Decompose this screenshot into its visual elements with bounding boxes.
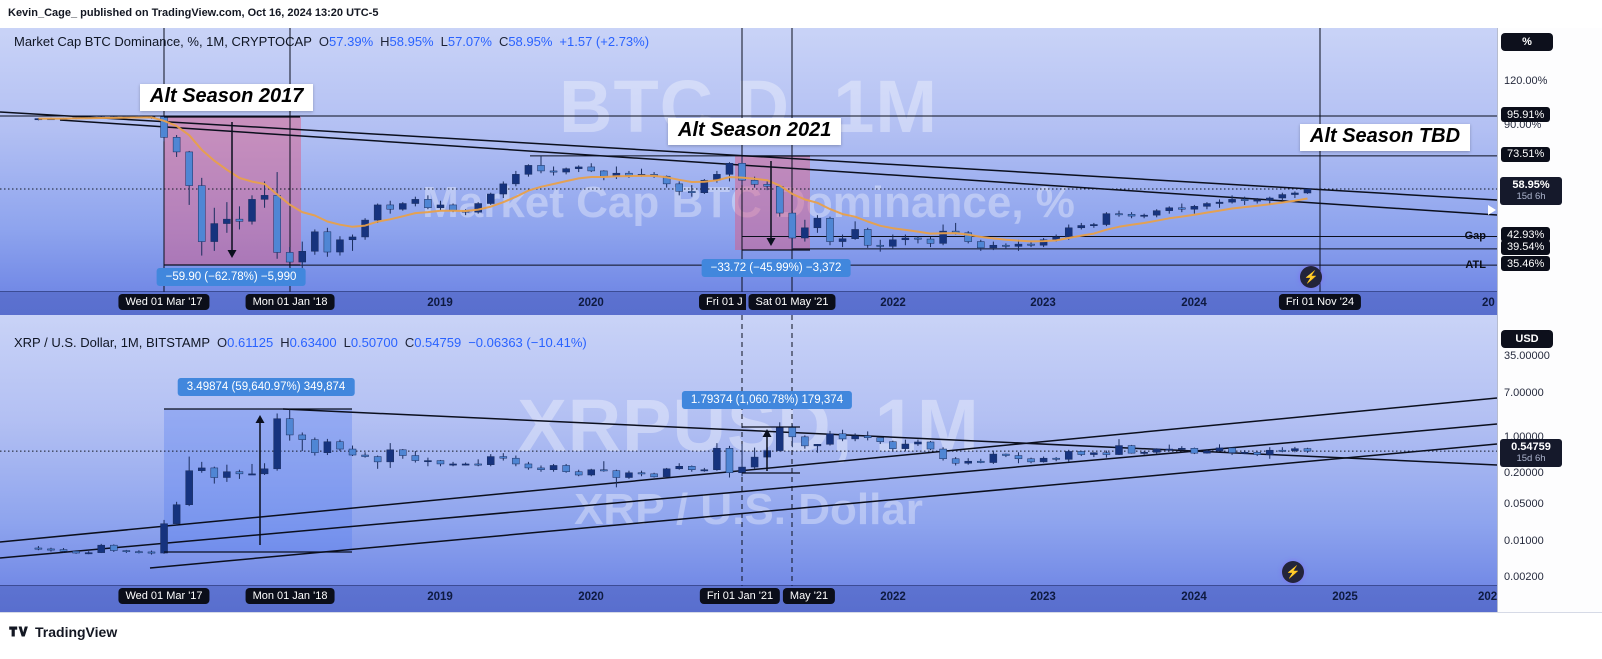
current-price-badge: 0.54759 15d 6h xyxy=(1500,439,1562,468)
price-scale-unit-button-percent[interactable]: % xyxy=(1501,33,1553,51)
ohlc-open-value: 0.61125 xyxy=(227,335,274,350)
year-label: 2019 xyxy=(427,591,453,603)
time-badge: Sat 01 May '21 xyxy=(748,294,836,310)
year-label: 2022 xyxy=(880,297,906,309)
price-tick: 7.00000 xyxy=(1504,386,1544,399)
byline-bar: Kevin_Cage_ published on TradingView.com… xyxy=(0,0,1602,28)
footer: TradingView xyxy=(0,612,1602,659)
measure-label-2017[interactable]: −59.90 (−62.78%) −5,990 xyxy=(156,268,306,286)
byline: Kevin_Cage_ published on TradingView.com… xyxy=(0,0,1602,19)
bar-countdown: 15d 6h xyxy=(1516,453,1546,465)
change-value: −0.06363 (−10.41%) xyxy=(468,335,587,350)
ohlc-close-value: 0.54759 xyxy=(414,335,462,350)
time-badge: Fri 01 Jan '21 xyxy=(699,588,781,604)
ohlc-close-value: 58.95% xyxy=(508,34,553,49)
measure-label-2021[interactable]: 1.79374 (1,060.78%) 179,374 xyxy=(681,391,853,409)
ohlc-low-value: 0.50700 xyxy=(350,335,398,350)
price-axis[interactable]: % USD 120.00% 90.00% 95.91% 73.51% 42.93% 39.… xyxy=(1497,28,1602,612)
year-label: 2023 xyxy=(1030,297,1056,309)
byline-text: published on TradingView.com, Oct 16, 20… xyxy=(77,7,379,19)
btc-dominance-chart-canvas[interactable] xyxy=(0,28,1497,292)
year-label: 2020 xyxy=(578,591,604,603)
ohlc-high-value: 0.63400 xyxy=(289,335,337,350)
ohlc-low-label: L xyxy=(343,335,351,350)
year-label: 20 xyxy=(1482,297,1495,309)
xrp-usd-chart-canvas[interactable] xyxy=(0,315,1497,586)
symbol-header[interactable]: Market Cap BTC Dominance, %, 1M, CRYPTOC… xyxy=(14,34,649,49)
year-label: 2024 xyxy=(1181,297,1207,309)
annotation-alt-season-2017[interactable]: Alt Season 2017 xyxy=(140,84,314,111)
symbol-header[interactable]: XRP / U.S. Dollar, 1M, BITSTAMP O0.61125 H… xyxy=(14,335,587,350)
year-label: 202 xyxy=(1478,591,1497,603)
time-badge: Wed 01 Mar '17 xyxy=(118,588,210,604)
measure-label-2017[interactable]: 3.49874 (59,640.97%) 349,874 xyxy=(177,378,355,396)
current-price-value: 58.95% xyxy=(1512,178,1550,191)
boost-icon[interactable]: ⚡ xyxy=(1282,561,1304,583)
current-price-value: 0.54759 xyxy=(1511,441,1551,454)
atl-level-label: ATL xyxy=(1465,259,1486,271)
year-label: 2022 xyxy=(880,591,906,603)
time-badge: Mon 01 Jan '18 xyxy=(245,588,335,604)
price-line-badge: 73.51% xyxy=(1501,146,1551,162)
price-tick: 0.20000 xyxy=(1504,466,1544,479)
ohlc-high-label: H xyxy=(380,34,390,49)
year-label: 2024 xyxy=(1181,591,1207,603)
time-badge: Wed 01 Mar '17 xyxy=(118,294,210,310)
year-label: 2023 xyxy=(1030,591,1056,603)
year-label: 2020 xyxy=(578,297,604,309)
symbol-title[interactable]: Market Cap BTC Dominance xyxy=(14,34,181,49)
ohlc-high-label: H xyxy=(280,335,290,350)
boost-icon[interactable]: ⚡ xyxy=(1300,266,1322,288)
ohlc-close-label: C xyxy=(498,34,509,49)
time-badge: Fri 01 Nov '24 xyxy=(1278,294,1362,310)
ohlc-open-label: O xyxy=(217,335,228,350)
ohlc-close-label: C xyxy=(404,335,415,350)
time-axis-bottom[interactable]: Wed 01 Mar '17 Mon 01 Jan '18 2019 2020 Fri … xyxy=(0,585,1497,612)
price-pointer-icon xyxy=(1488,205,1496,215)
time-axis-top[interactable]: Wed 01 Mar '17 Mon 01 Jan '18 2019 2020 Fri … xyxy=(0,291,1497,315)
price-line-badge: 95.91% xyxy=(1501,107,1551,123)
ohlc-low-value: 57.07% xyxy=(447,34,492,49)
time-badge: May '21 xyxy=(782,588,836,604)
ohlc-low-label: L xyxy=(440,34,448,49)
symbol-meta: , %, 1M, CRYPTOCAP xyxy=(180,34,312,49)
price-tick: 35.00000 xyxy=(1504,350,1550,363)
price-tick: 0.01000 xyxy=(1504,534,1544,547)
tradingview-logo-icon[interactable] xyxy=(8,622,29,641)
time-badge: Fri 01 J xyxy=(699,294,746,310)
ohlc-open-value: 57.39% xyxy=(329,34,374,49)
price-tick: 0.05000 xyxy=(1504,498,1544,511)
price-scale-unit-button-usd[interactable]: USD xyxy=(1501,330,1553,348)
byline-username: Kevin_Cage_ xyxy=(8,7,78,19)
btc-dominance-panel: BTC.D, 1M Market Cap BTC Dominance, % Ma… xyxy=(0,28,1497,315)
price-line-badge: 42.93% xyxy=(1501,227,1551,243)
year-label: 2019 xyxy=(427,297,453,309)
measure-label-2021[interactable]: −33.72 (−45.99%) −3,372 xyxy=(701,259,851,277)
annotation-alt-season-2021[interactable]: Alt Season 2021 xyxy=(668,118,842,145)
annotation-alt-season-tbd[interactable]: Alt Season TBD xyxy=(1300,124,1471,151)
price-line-badge: 35.46% xyxy=(1501,256,1551,272)
change-value: +1.57 (+2.73%) xyxy=(559,34,650,49)
ohlc-high-value: 58.95% xyxy=(389,34,434,49)
time-badge: Mon 01 Jan '18 xyxy=(245,294,335,310)
price-tick: 0.00200 xyxy=(1504,570,1544,583)
price-tick: 120.00% xyxy=(1504,75,1548,88)
tradingview-brand-text[interactable]: TradingView xyxy=(35,623,118,640)
symbol-meta: , 1M, BITSTAMP xyxy=(113,335,211,350)
year-label: 2025 xyxy=(1332,591,1358,603)
symbol-title[interactable]: XRP / U.S. Dollar xyxy=(14,335,114,350)
ohlc-open-label: O xyxy=(318,34,330,49)
gap-level-label: Gap xyxy=(1464,230,1486,242)
current-price-badge: 58.95% 15d 6h xyxy=(1500,176,1562,205)
price-line-badge: 39.54% xyxy=(1501,239,1551,255)
bar-countdown: 15d 6h xyxy=(1516,190,1546,202)
xrp-usd-panel: XRPUSD, 1M XRP / U.S. Dollar XRP / U.S. … xyxy=(0,315,1497,612)
